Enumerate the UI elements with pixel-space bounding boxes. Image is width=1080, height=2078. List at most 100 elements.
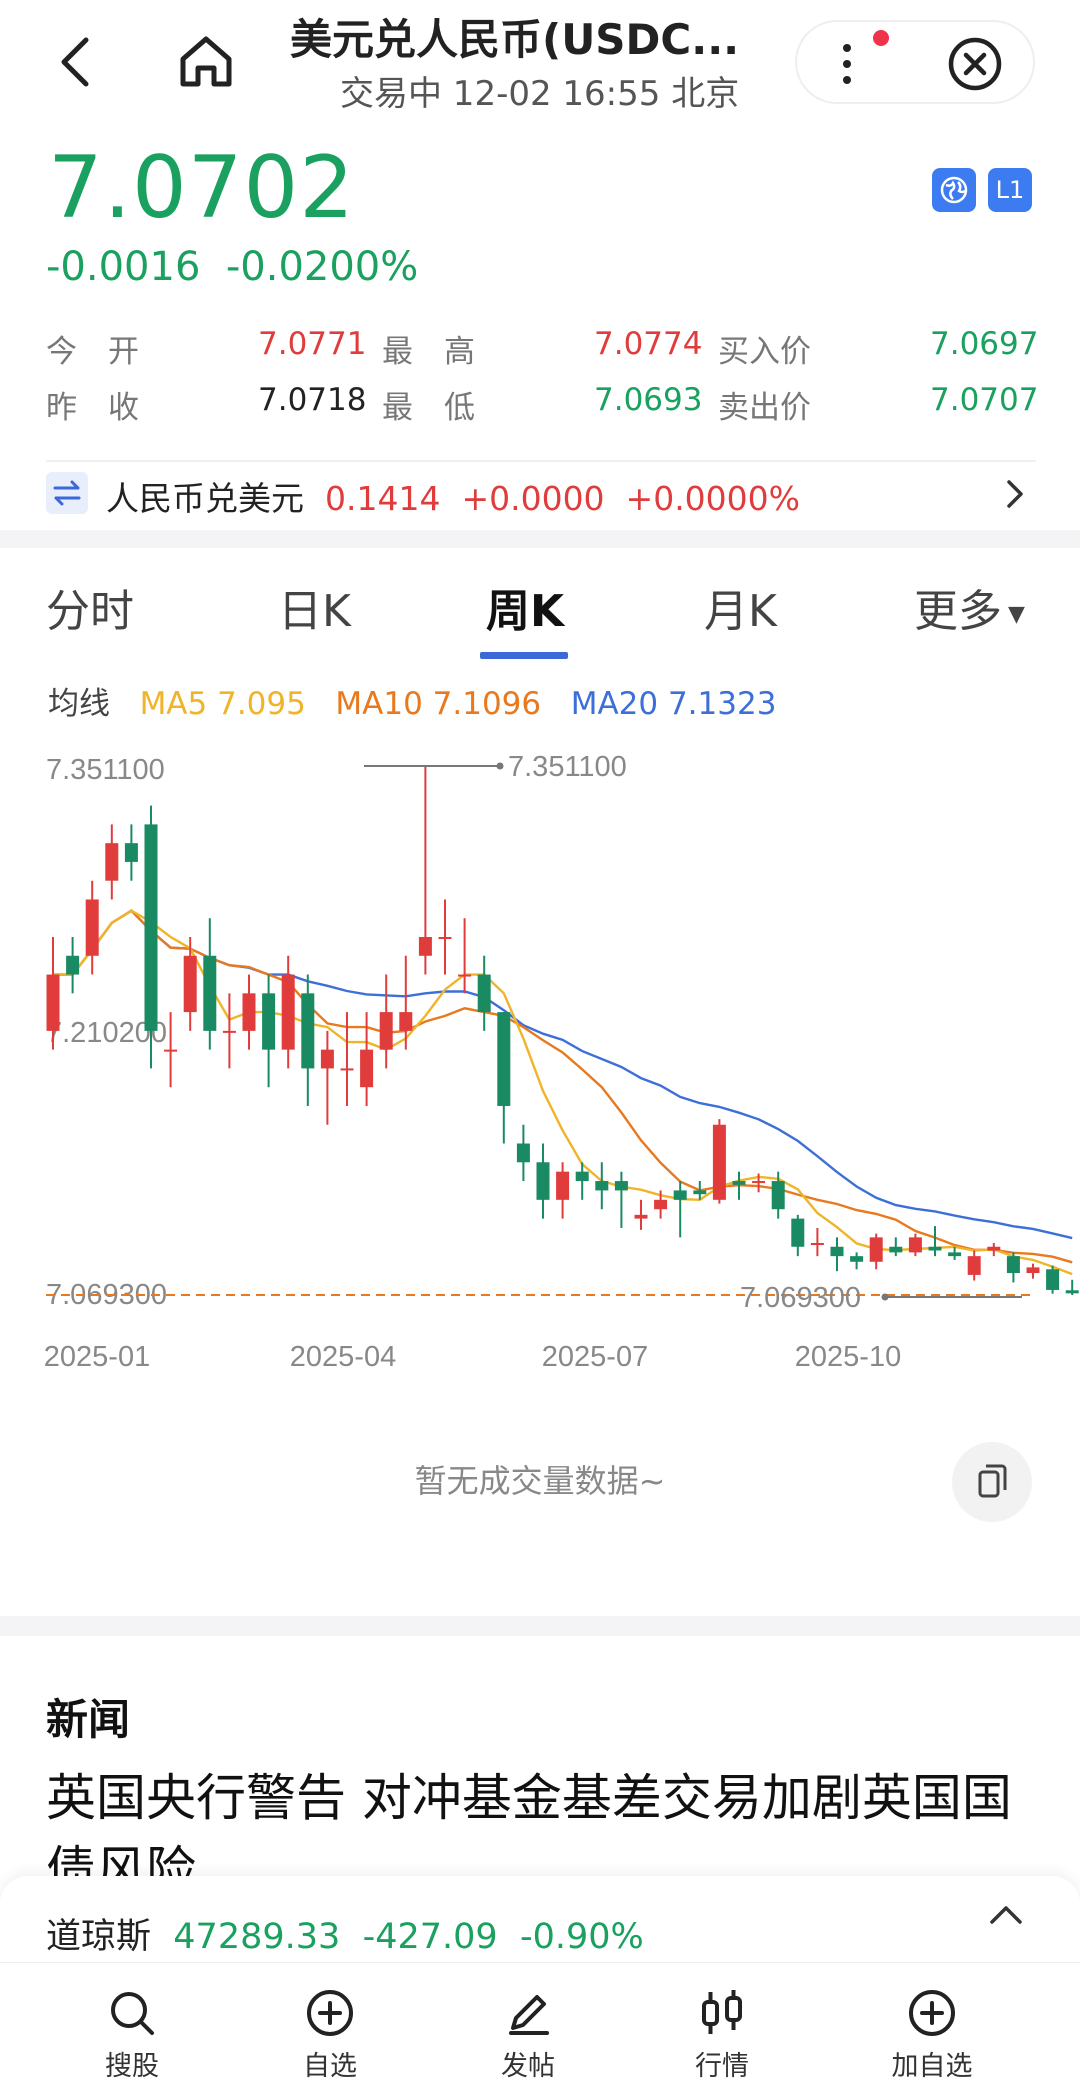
trading-status: 交易中 12-02 16:55 北京 [340,74,740,114]
candle-body [575,1171,589,1182]
chevron-right-icon [1000,476,1030,512]
candle [360,1012,374,1106]
nav-post[interactable]: 发帖 [458,1988,598,2078]
candle-body [673,1190,687,1200]
candle-body [810,1243,824,1246]
candle-body [1065,1290,1079,1294]
home-icon[interactable] [170,28,242,94]
candle [458,918,472,994]
candle [732,1171,746,1200]
more-dots-icon[interactable] [839,40,859,88]
index-ticker[interactable] [0,1876,1080,1962]
candle [1046,1265,1060,1294]
candle-body [987,1246,1001,1251]
active-tab-indicator [480,652,568,659]
candle-body [124,843,138,862]
news-headline[interactable]: 英国央行警告 对冲基金基差交易加剧英国国债风险 [46,1769,1012,1880]
candle [556,1162,570,1219]
candle [183,937,197,1031]
tab-daily-k[interactable]: 日K [278,586,351,637]
section-separator [0,530,1080,548]
divider [46,460,1036,462]
candle-body [908,1237,922,1253]
page-title: 美元兑人民币(USDC... [290,15,740,64]
candle [203,918,217,1050]
candle-body [1006,1256,1020,1274]
candle-body [654,1199,668,1210]
candle-body [164,1049,178,1052]
ticker-content[interactable]: 道琼斯 47289.33 -427.09 -0.90% [46,1908,644,1959]
tab-more[interactable]: 更多 ▼ [914,575,1025,639]
candle [477,955,491,1031]
nav-watchlist[interactable]: 自选 [260,1988,400,2078]
ticker-change-percent: -0.90% [519,1917,644,1957]
candle [66,937,80,994]
candle [105,824,119,900]
candle [262,974,276,1088]
back-icon[interactable] [46,30,106,94]
weekly-candlestick-chart[interactable]: 7.351100 7.210200 7.069300 2025-01 2025-0… [0,740,1080,1380]
candle-body [320,1049,334,1069]
inverse-label: 人民币兑美元 [106,479,304,518]
candle [830,1237,844,1272]
min-leader-dot [881,1293,889,1301]
top-bar: 美元兑人民币(USDC... 交易中 12-02 16:55 北京 [0,0,1080,130]
candle [614,1171,628,1228]
notification-dot [873,30,889,46]
change-percent: -0.0200% [225,244,419,290]
candle-body [222,1030,236,1033]
candle [222,993,236,1069]
price-change: -0.0016 -0.0200% [46,244,418,290]
nav-add-watch[interactable]: 加自选 [862,1988,1002,2078]
candle [967,1250,981,1281]
candle [850,1252,864,1270]
candle [242,974,256,1050]
candle-body [967,1256,981,1275]
candle-body [438,937,452,940]
candle-body [144,824,158,1031]
candle-body [850,1256,864,1262]
candle [575,1162,589,1200]
swap-icon [46,472,88,514]
nav-market[interactable]: 行情 [652,1988,792,2078]
level-badge[interactable]: L1 [988,168,1032,212]
nav-search[interactable]: 搜股 [62,1988,202,2078]
candle-body [340,1068,354,1071]
inverse-value: 0.1414 [324,479,441,518]
candle [301,974,315,1106]
candle [536,1143,550,1219]
nav-search-label: 搜股 [105,2051,159,2078]
copy-button[interactable] [952,1442,1032,1522]
tab-intraday[interactable]: 分时 [46,586,134,637]
candle [810,1227,824,1257]
candle [144,805,158,1069]
tab-monthly-k[interactable]: 月K [704,586,777,637]
ma10-line [53,909,1073,1264]
candle-body [595,1181,609,1191]
candle [340,1012,354,1106]
candle [908,1233,922,1257]
candle-body [928,1246,942,1251]
candle [164,1012,178,1088]
candle-body [556,1171,570,1200]
inverse-rate-row[interactable]: 人民币兑美元 0.1414 +0.0000 +0.0000% [0,462,1080,526]
candle [1026,1263,1040,1279]
prev-close-label: 昨 收 [46,390,139,426]
candle [869,1233,883,1270]
candle-body [203,955,217,1031]
candle-body [869,1237,883,1262]
candle-body [360,1049,374,1088]
x-axis-tick-label: 2025-01 [44,1341,150,1373]
close-icon[interactable] [947,36,1003,92]
candle-body [712,1124,726,1200]
caret-down-icon: ▼ [1008,601,1025,627]
tab-weekly-k[interactable]: 周K [486,586,565,637]
globe-icon[interactable] [932,168,976,212]
candle-body [418,937,432,956]
nav-post-label: 发帖 [501,2051,555,2078]
candle [1006,1252,1020,1283]
candle [791,1214,805,1257]
chevron-up-icon[interactable] [988,1900,1024,1932]
nav-market-label: 行情 [695,2051,749,2078]
candle-body [889,1246,903,1253]
